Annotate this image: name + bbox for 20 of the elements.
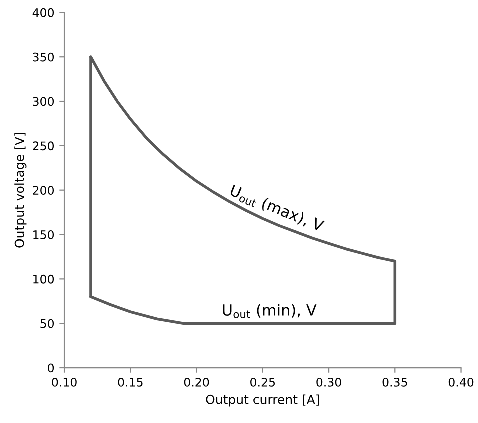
x-tick-label: 0.25 (250, 378, 276, 387)
y-tick-label: 300 (33, 97, 54, 106)
x-tick-label: 0.10 (52, 378, 77, 387)
y-tick-label: 250 (33, 142, 54, 151)
y-tick-label: 0 (48, 364, 54, 373)
x-axis-title: Output current [A] (206, 394, 320, 407)
annotation: U$_{out}$ (min), V (223, 304, 317, 318)
y-tick-label: 150 (34, 230, 54, 240)
y-tick-label: 200 (33, 186, 54, 196)
y-tick-label: 50 (40, 319, 54, 328)
x-tick-label: 0.20 (184, 378, 210, 387)
y-tick-label: 100 (34, 274, 54, 284)
y-tick-label: 400 (32, 8, 54, 18)
x-tick-label: 0.35 (382, 378, 408, 387)
x-tick-label: 0.40 (448, 378, 474, 387)
annotation: U$_{out}$ (max), V (228, 184, 326, 234)
y-tick-label: 350 (33, 52, 54, 62)
y-axis-title: Output voltage [V] (14, 133, 27, 248)
x-tick-label: 0.15 (118, 378, 143, 387)
x-tick-label: 0.30 (316, 378, 342, 387)
